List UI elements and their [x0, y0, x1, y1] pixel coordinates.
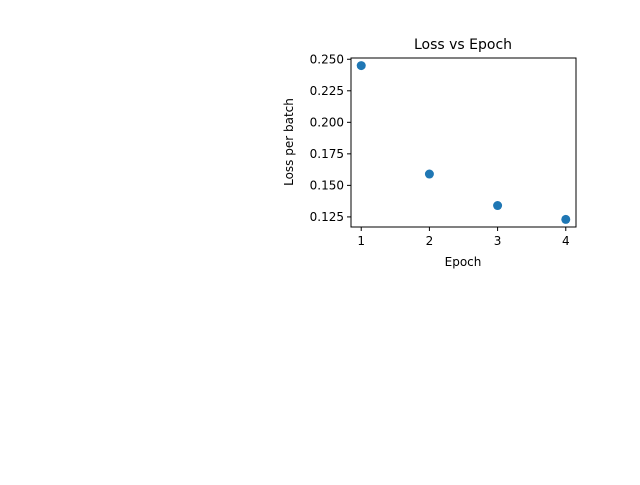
y-tick-label: 0.125	[310, 210, 344, 224]
y-axis-label: Loss per batch	[282, 98, 296, 186]
axes-frame	[350, 57, 577, 228]
data-point	[424, 169, 434, 179]
y-tick-label: 0.250	[310, 52, 344, 66]
data-point	[356, 61, 366, 71]
x-tick-label: 3	[494, 234, 502, 248]
x-axis-label: Epoch	[445, 255, 482, 269]
data-point	[561, 214, 571, 224]
y-tick-label: 0.200	[310, 115, 344, 129]
x-tick-label: 2	[426, 234, 434, 248]
y-tick-label: 0.150	[310, 178, 344, 192]
y-tick-label: 0.175	[310, 147, 344, 161]
chart-title: Loss vs Epoch	[414, 37, 512, 53]
x-tick-label: 1	[357, 234, 365, 248]
x-tick-label: 4	[562, 234, 570, 248]
y-tick-label: 0.225	[310, 84, 344, 98]
plot-area: 1 2 3 4 0.125 0.150 0.175 0.200 0.225 0.250	[310, 52, 577, 248]
data-point	[493, 201, 503, 211]
